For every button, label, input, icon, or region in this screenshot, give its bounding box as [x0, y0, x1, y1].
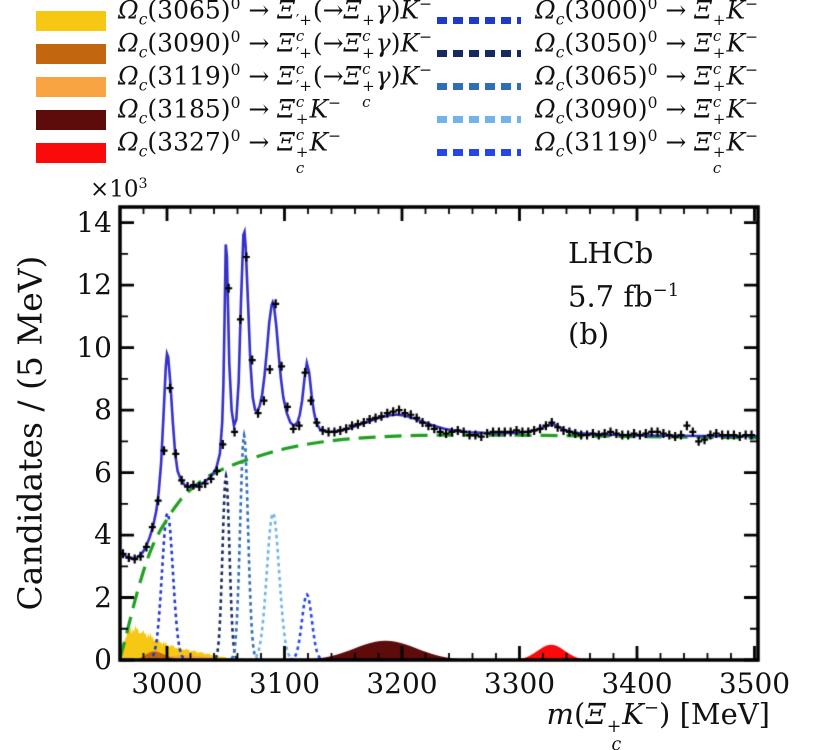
- y-tick-label: 14: [76, 205, 112, 239]
- x-tick-label: 3400: [601, 667, 673, 700]
- y-tick-label: 8: [94, 393, 112, 427]
- legend-dashed-line: [437, 83, 521, 90]
- legend-label: Ωc(3000)0 → Ξ + c K−: [535, 0, 759, 45]
- y-tick-label: 2: [94, 580, 112, 614]
- y-tick-label: 12: [76, 268, 112, 302]
- y-tick-label: 6: [94, 455, 112, 489]
- legend-item: Ωc(3050)0 → Ξ + c K−: [437, 29, 758, 76]
- x-tick-label: 3100: [248, 667, 321, 700]
- y-axis-title: Candidates / (5 MeV): [10, 255, 50, 611]
- legend-dashed-line: [437, 116, 521, 123]
- legend-item: Ωc(3065)0 → Ξ + c K−: [437, 62, 758, 109]
- plot-annotation: LHCb 5.7 fb−1 (b): [568, 235, 679, 353]
- legend-item: Ωc(3119)0 → Ξ + c K−: [437, 128, 758, 175]
- legend-label: Ωc(3119)0 → Ξ ′+ c (→Ξ + c γ)K−: [118, 60, 433, 111]
- y-tick-label: 4: [94, 518, 112, 552]
- mass-spectrum-canvas: [0, 180, 824, 750]
- legend-item: Ωc(3090)0 → Ξ + c K−: [437, 95, 758, 142]
- legend-dashed-line: [437, 149, 521, 156]
- legend-item: Ωc(3327)0 → Ξ + c K−: [36, 128, 432, 175]
- legend-label: Ωc(3065)0 → Ξ + c K−: [535, 60, 759, 111]
- legend-label: Ωc(3185)0 → Ξ + c K−: [118, 93, 342, 144]
- legend-item: Ωc(3000)0 → Ξ + c K−: [437, 0, 758, 43]
- legend-label: Ωc(3065)0 → Ξ ′+ c (→Ξ + c γ)K−: [118, 0, 433, 45]
- legend-color-swatch: [36, 43, 106, 64]
- legend-item: Ωc(3065)0 → Ξ ′+ c (→Ξ + c γ)K−: [36, 0, 432, 43]
- legend-label: Ωc(3119)0 → Ξ + c K−: [535, 126, 759, 177]
- legend-item: Ωc(3090)0 → Ξ ′+ c (→Ξ + c γ)K−: [36, 29, 432, 76]
- experiment-label: LHCb: [568, 236, 654, 270]
- legend-label: Ωc(3090)0 → Ξ ′+ c (→Ξ + c γ)K−: [118, 27, 433, 78]
- legend-color-swatch: [36, 10, 106, 31]
- y-axis-power-label: ×103: [90, 176, 148, 203]
- legend-color-swatch: [36, 76, 106, 97]
- legend-dashed-line: [437, 50, 521, 57]
- y-tick-label: 10: [76, 330, 112, 364]
- legend-label: Ωc(3090)0 → Ξ + c K−: [535, 93, 759, 144]
- legend-label: Ωc(3327)0 → Ξ + c K−: [118, 126, 342, 177]
- legend-dashed-line: [437, 17, 521, 24]
- legend-label: Ωc(3050)0 → Ξ + c K−: [535, 27, 759, 78]
- y-tick-label: 0: [94, 643, 112, 676]
- luminosity-label: 5.7 fb−1: [568, 279, 680, 314]
- x-axis-title: m(Ξ + c K−) [MeV]: [546, 697, 770, 750]
- plot-area: ×103 Candidates / (5 MeV) m(Ξ + c K−) [MeV]…: [0, 176, 824, 750]
- x-tick-label: 3300: [483, 667, 556, 700]
- x-tick-label: 3200: [366, 667, 438, 700]
- x-tick-label: 3000: [131, 667, 203, 700]
- legend-item: Ωc(3119)0 → Ξ ′+ c (→Ξ + c γ)K−: [36, 62, 432, 109]
- legend-column-feeddown: Ωc(3065)0 → Ξ ′+ c (→Ξ + c γ)K− Ωc(3090)0 → Ξ ′+…: [36, 0, 432, 175]
- legend-item: Ωc(3185)0 → Ξ + c K−: [36, 95, 432, 142]
- legend: Ωc(3065)0 → Ξ ′+ c (→Ξ + c γ)K− Ωc(3090)0 → Ξ ′+…: [0, 0, 824, 176]
- x-tick-label: 3500: [718, 667, 791, 700]
- legend-color-swatch: [36, 142, 106, 163]
- legend-column-direct: Ωc(3000)0 → Ξ + c K− Ωc(3050)0 → Ξ + c K− Ωc(306…: [437, 0, 758, 175]
- figure-panel-label: (b): [568, 316, 610, 351]
- legend-color-swatch: [36, 109, 106, 130]
